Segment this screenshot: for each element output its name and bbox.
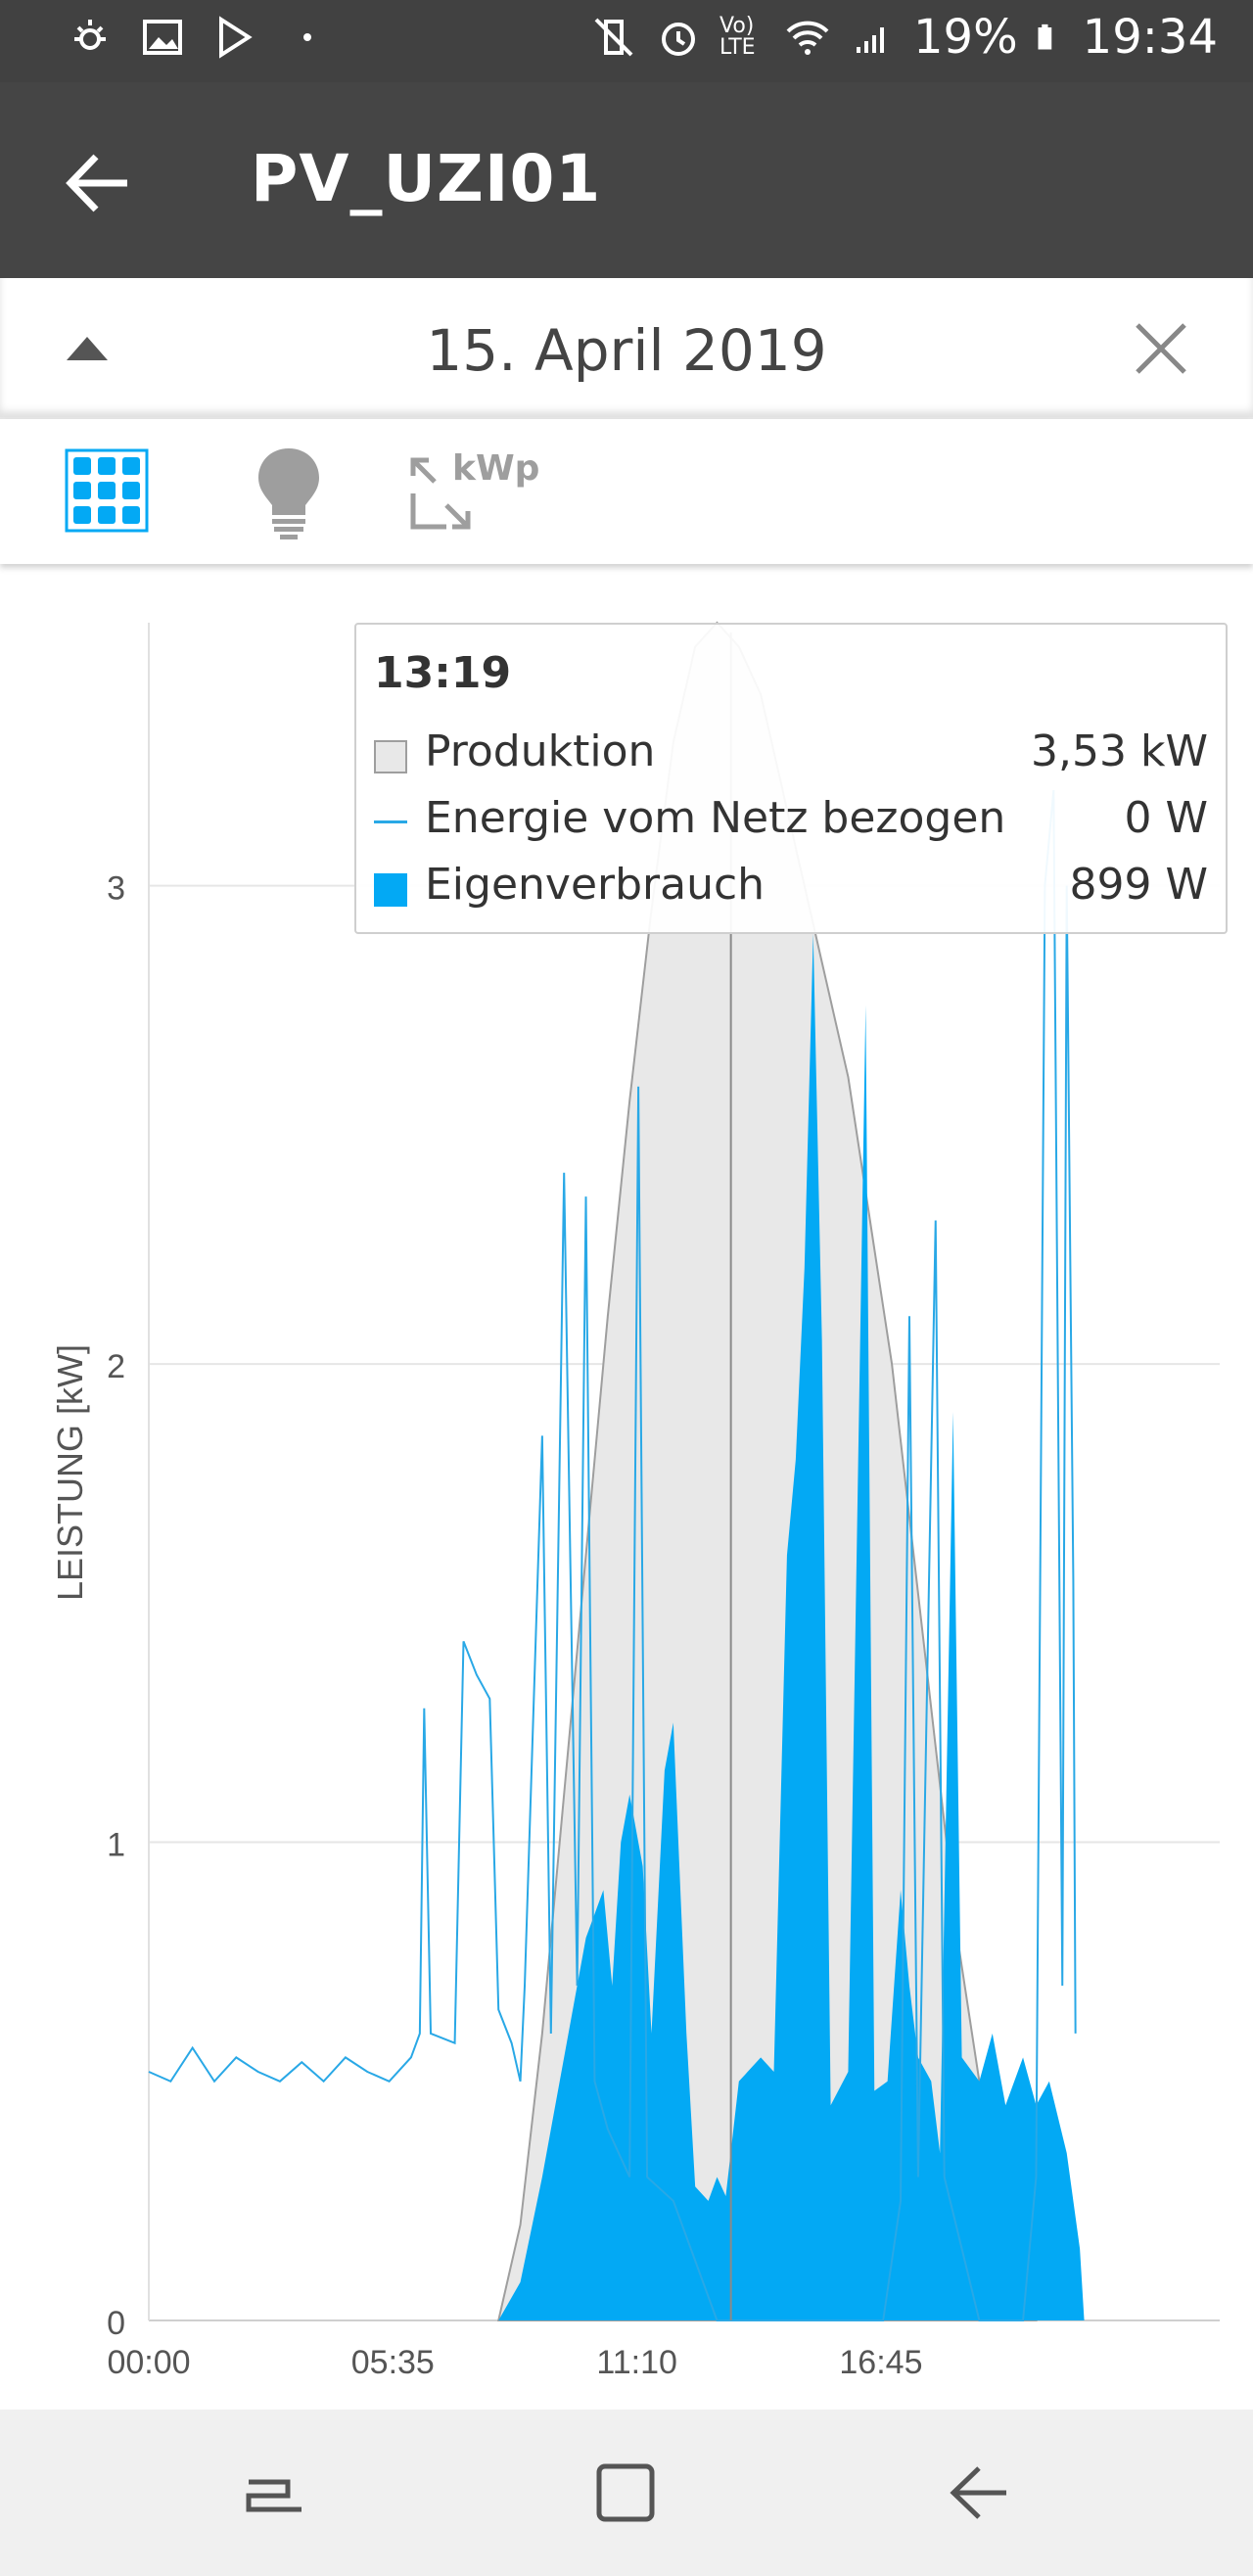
solar-panel-icon[interactable] <box>65 448 149 533</box>
dot-icon <box>303 33 311 41</box>
play-store-icon <box>219 16 253 59</box>
back-icon[interactable] <box>944 2459 1012 2527</box>
chart-tooltip: 13:19 Produktion 3,53 kW Energie vom Net… <box>354 623 1228 934</box>
production-swatch <box>374 740 407 773</box>
image-icon <box>143 20 182 55</box>
x-tick-label: 11:10 <box>596 2344 677 2381</box>
grid-swatch <box>374 820 407 823</box>
x-tick-label: 00:00 <box>107 2344 190 2381</box>
mute-vibrate-icon <box>594 18 633 57</box>
battery-percent: 19% <box>912 10 1018 65</box>
close-icon[interactable] <box>1134 321 1188 376</box>
home-icon[interactable] <box>591 2459 660 2527</box>
signal-icon <box>856 27 884 53</box>
app-bar: PV_UZI01 <box>0 82 1253 278</box>
battery-icon <box>1038 23 1051 50</box>
view-toolbar: kWp <box>0 419 1253 564</box>
tooltip-row-grid: Energie vom Netz bezogen 0 W <box>374 793 1208 848</box>
recent-apps-icon[interactable] <box>241 2459 309 2527</box>
tooltip-time: 13:19 <box>374 648 512 698</box>
sun-icon <box>74 20 106 50</box>
tooltip-value: 899 W <box>1069 860 1208 910</box>
lightbulb-icon[interactable] <box>255 446 323 540</box>
x-tick-label: 16:45 <box>839 2344 922 2381</box>
tooltip-row-self-consumption: Eigenverbrauch 899 W <box>374 860 1208 914</box>
date-bar: 15. April 2019 <box>0 278 1253 419</box>
resize-kwp-icon[interactable] <box>407 454 478 533</box>
system-nav-bar <box>0 2410 1253 2576</box>
y-tick-label: 2 <box>107 1348 125 1385</box>
tooltip-label: Produktion <box>425 726 656 776</box>
tooltip-label: Eigenverbrauch <box>425 860 766 910</box>
clock: 19:34 <box>1082 10 1218 65</box>
y-axis-label: LEISTUNG [kW] <box>50 1344 90 1601</box>
date-label[interactable]: 15. April 2019 <box>426 317 827 384</box>
y-tick-label: 3 <box>107 870 125 908</box>
tooltip-label: Energie vom Netz bezogen <box>425 793 1006 843</box>
triangle-up-icon[interactable] <box>67 337 108 360</box>
tooltip-row-production: Produktion 3,53 kW <box>374 726 1208 781</box>
wifi-icon <box>786 21 829 55</box>
kwp-label: kWp <box>452 448 540 489</box>
tooltip-value: 3,53 kW <box>1031 726 1208 776</box>
x-tick-label: 05:35 <box>351 2344 435 2381</box>
self-consumption-swatch <box>374 873 407 907</box>
status-bar: Vo) LTE 19% 19:34 <box>0 0 1253 82</box>
arrow-left-icon[interactable] <box>63 149 131 217</box>
y-tick-label: 1 <box>107 1827 125 1864</box>
tooltip-value: 0 W <box>1124 793 1209 843</box>
series-energie-vom-netz <box>148 789 1077 2321</box>
y-tick-label: 0 <box>107 2305 125 2342</box>
page-title: PV_UZI01 <box>251 141 602 216</box>
alarm-icon <box>661 23 695 56</box>
network-label: Vo) LTE <box>719 14 756 60</box>
